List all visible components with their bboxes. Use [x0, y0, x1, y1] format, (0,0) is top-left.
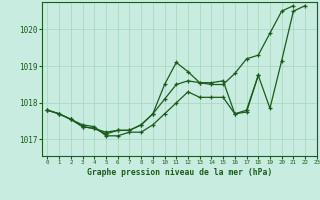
- X-axis label: Graphe pression niveau de la mer (hPa): Graphe pression niveau de la mer (hPa): [87, 168, 272, 177]
